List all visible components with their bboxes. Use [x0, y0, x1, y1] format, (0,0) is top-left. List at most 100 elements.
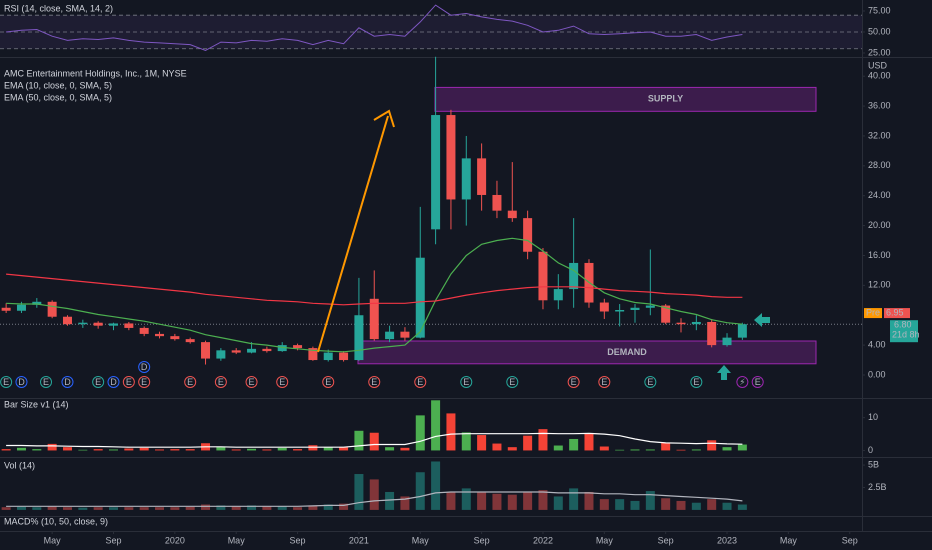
event-label: D: [64, 377, 71, 387]
bar: [584, 433, 594, 451]
candle-body: [323, 352, 333, 361]
y-tick-label: 28.00: [868, 160, 891, 170]
ema-line: [6, 237, 743, 353]
event-marker: [690, 376, 703, 388]
bar: [216, 446, 226, 451]
event-marker: [184, 376, 197, 388]
bar: [538, 429, 548, 451]
x-tick-label: May: [780, 535, 798, 545]
candle-body: [155, 333, 165, 337]
pre-price-label: 6.95: [886, 307, 904, 317]
bar: [170, 449, 180, 451]
last-price-tag: [890, 320, 918, 343]
y-tick-label: 25.00: [868, 47, 891, 57]
bar: [446, 491, 456, 510]
x-tick-label: Sep: [105, 535, 121, 545]
candle-body: [645, 305, 655, 308]
bar: [78, 507, 88, 510]
y-tick-label: 24.00: [868, 190, 891, 200]
event-marker: [276, 376, 289, 388]
bar: [155, 507, 165, 510]
candle-body: [354, 315, 364, 361]
x-tick-label: May: [596, 535, 614, 545]
event-marker: [214, 376, 227, 388]
event-label: E: [3, 377, 9, 387]
y-tick-label: 2.5B: [868, 482, 887, 492]
candle-body: [415, 257, 425, 338]
candle-body: [1, 307, 11, 311]
bar: [431, 461, 441, 510]
bar: [584, 491, 594, 510]
event-label: E: [187, 377, 193, 387]
candle-body: [185, 339, 195, 343]
last-price-label: 6.80: [894, 320, 912, 330]
candle-body: [339, 352, 349, 361]
y-tick-label: 5B: [868, 459, 879, 469]
candle-body: [32, 301, 42, 305]
event-label: E: [325, 377, 331, 387]
y-tick-label: 12.00: [868, 280, 891, 290]
x-tick-label: Sep: [474, 535, 490, 545]
bar: [277, 506, 287, 510]
y-tick-label: 4.00: [868, 339, 886, 349]
bar: [47, 443, 57, 451]
candle-body: [431, 115, 441, 230]
bar: [461, 432, 471, 451]
event-marker: [567, 376, 580, 388]
candle-body: [47, 301, 57, 317]
x-tick-label: 2021: [349, 535, 369, 545]
bar: [170, 507, 180, 510]
candle-body: [231, 350, 241, 353]
event-marker: [138, 361, 151, 373]
moving-average-line: [6, 432, 743, 448]
candle-body: [477, 158, 487, 195]
candle-body: [492, 194, 502, 211]
candle-body: [262, 348, 272, 352]
bar: [16, 506, 26, 510]
event-marker: [644, 376, 657, 388]
bar: [139, 507, 149, 510]
bar: [262, 506, 272, 510]
candle-body: [538, 251, 548, 301]
bar: [507, 494, 517, 510]
bar: [32, 449, 42, 451]
bar: [523, 491, 533, 510]
x-tick-label: 2023: [717, 535, 737, 545]
bar: [231, 449, 241, 451]
bar: [93, 449, 103, 451]
annotation-arrow: [317, 115, 389, 353]
bar: [354, 474, 364, 510]
event-label: E: [279, 377, 285, 387]
bar: [385, 491, 395, 510]
candle-body: [707, 321, 717, 346]
pointer-arrow: [754, 313, 770, 327]
event-label: D: [141, 362, 148, 372]
bar: [1, 507, 11, 510]
bar: [661, 442, 671, 451]
bar: [247, 505, 257, 510]
event-marker: [122, 376, 135, 388]
bar: [231, 506, 241, 510]
bar: [293, 507, 303, 510]
candle-body: [277, 345, 287, 352]
bar: [78, 449, 88, 451]
candle-body: [615, 310, 625, 312]
candle-body: [400, 331, 410, 338]
bar: [369, 432, 379, 451]
bar: [722, 502, 732, 510]
bar: [124, 448, 134, 451]
y-tick-label: 36.00: [868, 100, 891, 110]
bar: [630, 500, 640, 510]
bar: [691, 449, 701, 451]
bar: [339, 503, 349, 510]
candle-body: [293, 345, 303, 349]
event-label: E: [647, 377, 653, 387]
candle-body: [78, 322, 88, 325]
x-tick-label: May: [412, 535, 430, 545]
bar: [16, 447, 26, 451]
ema-line: [6, 273, 743, 306]
event-marker: [460, 376, 473, 388]
bar: [369, 479, 379, 510]
bar: [308, 505, 318, 510]
